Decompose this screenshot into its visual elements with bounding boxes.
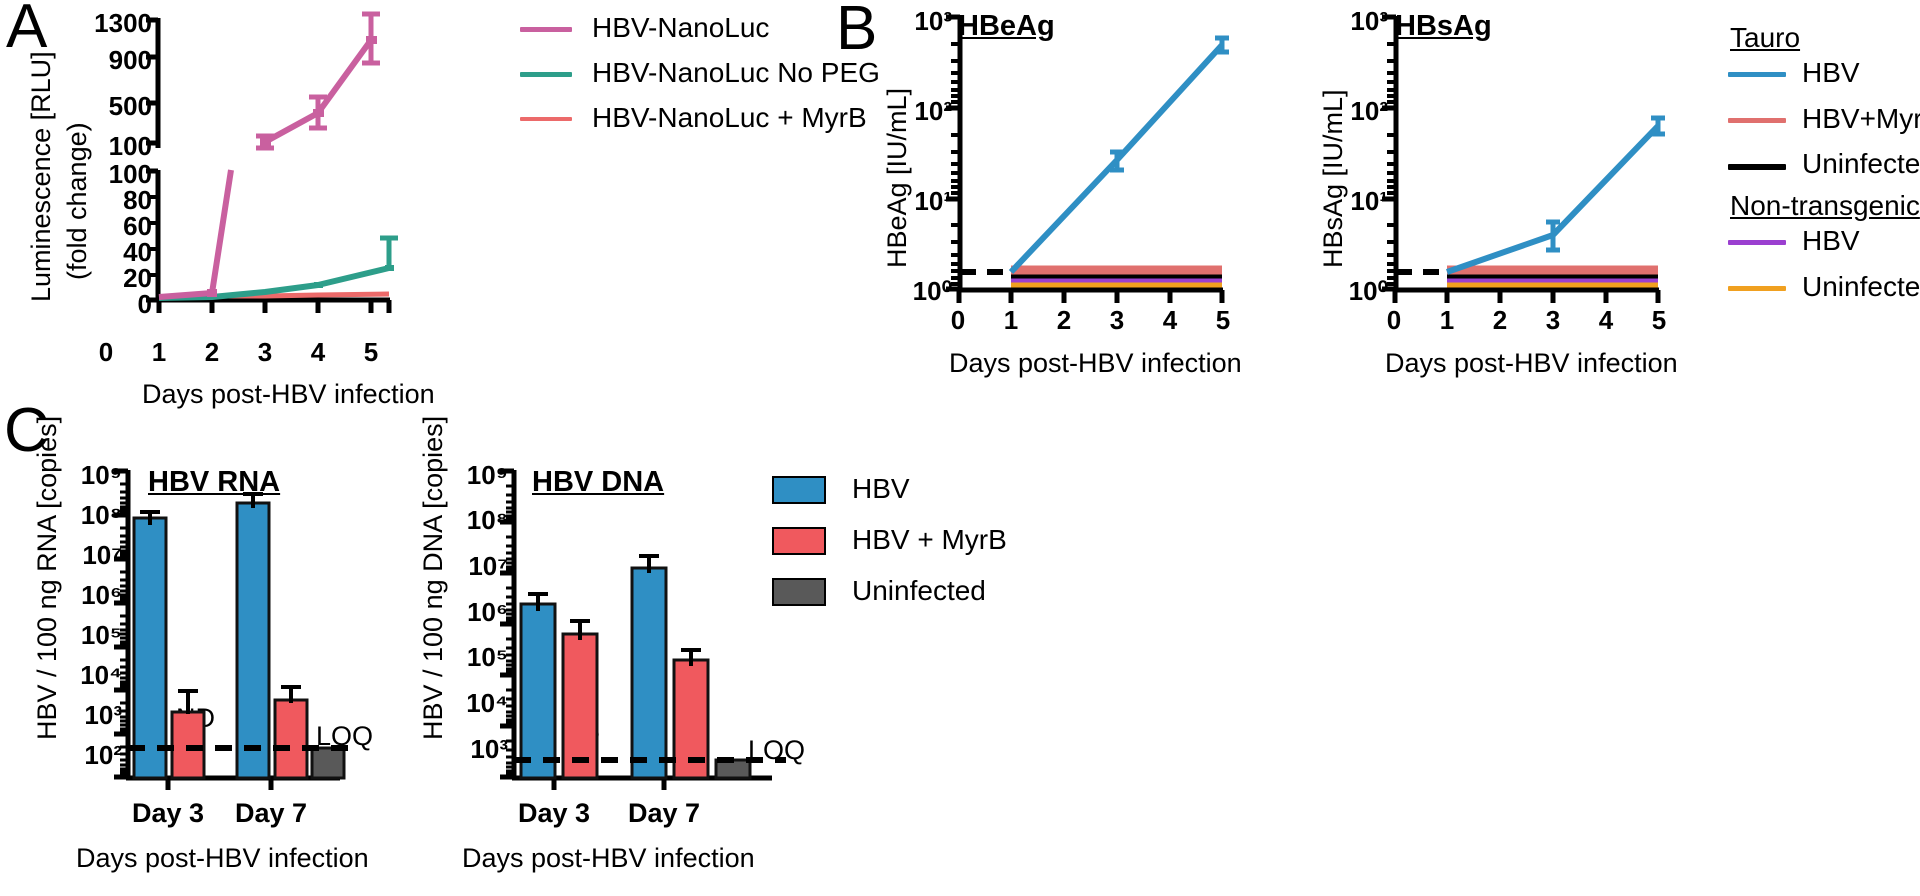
- panel-a-ytick-0: 0: [137, 289, 152, 319]
- panel-b-legend-label-nt-uninfected: Uninfected: [1802, 271, 1920, 302]
- panel-c-chart2-xtick-day3: Day 3: [517, 798, 591, 828]
- panel-b-legend-label-tauro-hbv-myrb: HBV+MyrB: [1802, 103, 1920, 134]
- panel-b-legend-group-tauro: Tauro: [1730, 22, 1801, 53]
- panel-a-ytick-100-lower: 100: [108, 159, 152, 189]
- panel-c-chart1-ytick-4: 10⁴: [80, 660, 122, 690]
- panel-c-legend-label-hbv-myrb: HBV + MyrB: [852, 524, 1007, 555]
- panel-b-chart1-xtick-5: 5: [1215, 305, 1231, 335]
- panel-a-legend-label-myrb: HBV-NanoLuc + MyrB: [592, 102, 867, 133]
- panel-b-chart2-ytick-3: 10³: [1350, 6, 1388, 36]
- panel-b-chart1-title: HBeAg: [958, 10, 1055, 42]
- panel-a-ytick-100-upper: 100: [108, 131, 152, 161]
- panel-b-legend-swatch-tauro-uninfected: [1728, 164, 1786, 170]
- panel-b-legend-swatch-nt-uninfected: [1728, 286, 1786, 291]
- panel-a-ytick-40: 40: [123, 237, 152, 267]
- panel-a-xtick-5: 5: [363, 337, 379, 367]
- panel-b-legend-swatch-tauro-hbv-myrb: [1728, 118, 1786, 123]
- panel-a-xtick-4: 4: [310, 337, 326, 367]
- panel-a-ytick-60: 60: [123, 211, 152, 241]
- panel-b-chart1-xtick-3: 3: [1109, 305, 1125, 335]
- panel-b-chart2-xtick-1: 1: [1439, 305, 1455, 335]
- panel-a-legend-label-nanoluc: HBV-NanoLuc: [592, 12, 770, 43]
- panel-c-legend-swatch-hbv: [772, 476, 826, 504]
- panel-b-legend-label-tauro-uninfected: Uninfected: [1802, 148, 1920, 179]
- panel-c-legend-label-uninfected: Uninfected: [852, 575, 986, 606]
- panel-c-chart2-ytick-5: 10⁵: [466, 642, 508, 672]
- panel-b-chart2-ytick-0: 10⁰: [1348, 276, 1388, 306]
- panel-c-chart1-ytick-3: 10³: [84, 700, 122, 730]
- panel-c-chart2-xlabel: Days post-HBV infection: [462, 843, 755, 873]
- panel-b-chart2-xlabel: Days post-HBV infection: [1385, 348, 1678, 378]
- panel-c-chart2-xtick-day7: Day 7: [627, 798, 701, 828]
- panel-b-legend-label-nt-hbv: HBV: [1802, 225, 1860, 256]
- panel-c-chart1-xtick-day3: Day 3: [131, 798, 205, 828]
- panel-b-legend-swatch-tauro-hbv: [1728, 72, 1786, 77]
- panel-b-chart1-xtick-0: 0: [950, 305, 966, 335]
- panel-b-chart1-ytick-3: 10³: [914, 6, 952, 36]
- panel-b-chart2-xtick-5: 5: [1651, 305, 1667, 335]
- panel-label-a: A: [6, 0, 48, 61]
- panel-c-chart1-ytick-7: 10⁷: [82, 540, 122, 570]
- panel-c-chart2-ytick-4: 10⁴: [466, 688, 508, 718]
- panel-b-chart1-ytick-0: 10⁰: [912, 276, 952, 306]
- panel-c-legend-swatch-hbv-myrb: [772, 527, 826, 555]
- panel-b-chart2-xtick-4: 4: [1598, 305, 1614, 335]
- panel-a-ytick-1300: 1300: [94, 8, 152, 38]
- panel-b-legend-group-nontransgenic: Non-transgenic: [1730, 190, 1920, 221]
- panel-b-legend-label-tauro-hbv: HBV: [1802, 57, 1860, 88]
- panel-a-legend-swatch-nanoluc: [520, 27, 572, 32]
- panel-a-xtick-2: 2: [204, 337, 220, 367]
- panel-b-chart2-ytick-2: 10²: [1350, 96, 1388, 126]
- panel-label-c: C: [4, 396, 49, 465]
- panel-a-legend-label-nopeg: HBV-NanoLuc No PEG: [592, 57, 880, 88]
- panel-b-chart2-ytick-1: 10¹: [1350, 186, 1388, 216]
- panel-a-xtick-3: 3: [257, 337, 273, 367]
- panel-c-chart1-xlabel: Days post-HBV infection: [76, 843, 369, 873]
- panel-c-chart2-title: HBV DNA: [532, 466, 665, 498]
- panel-b-chart1-ytick-1: 10¹: [914, 186, 952, 216]
- panel-c-legend-label-hbv: HBV: [852, 473, 910, 504]
- panel-b-chart1-xtick-1: 1: [1003, 305, 1019, 335]
- panel-a-xtick-1: 1: [151, 337, 167, 367]
- panel-c-chart1-ytick-9: 10⁹: [80, 460, 122, 490]
- panel-a-ytick-80: 80: [123, 185, 152, 215]
- panel-a-ytick-900: 900: [108, 45, 152, 75]
- panel-a-legend-swatch-nopeg: [520, 72, 572, 77]
- panel-a-ytick-500: 500: [108, 91, 152, 121]
- panel-b-chart1-xtick-4: 4: [1162, 305, 1178, 335]
- panel-c-chart2-ytick-3: 10³: [470, 734, 508, 764]
- panel-a-xlabel: Days post-HBV infection: [142, 379, 435, 409]
- panel-c-chart2-ytick-9: 10⁹: [466, 460, 508, 490]
- panel-c-chart2-ytick-7: 10⁷: [468, 551, 508, 581]
- panel-b-chart1-xtick-2: 2: [1056, 305, 1072, 335]
- panel-b-legend-swatch-nt-hbv: [1728, 240, 1786, 245]
- panel-b-chart2-xtick-3: 3: [1545, 305, 1561, 335]
- panel-b-chart1-xlabel: Days post-HBV infection: [949, 348, 1242, 378]
- panel-c-chart1-xtick-day7: Day 7: [234, 798, 308, 828]
- panel-b-chart2-xtick-2: 2: [1492, 305, 1508, 335]
- panel-a-ytick-20: 20: [123, 263, 152, 293]
- panel-b-chart2-xtick-0: 0: [1386, 305, 1402, 335]
- panel-b-chart2-title: HBsAg: [1395, 10, 1492, 42]
- panel-a-legend-swatch-myrb: [520, 117, 572, 121]
- panel-label-b: B: [836, 0, 878, 63]
- panel-a-xtick-0: 0: [98, 337, 114, 367]
- panel-b-chart1-ytick-2: 10²: [914, 96, 952, 126]
- panel-c-chart1-ytick-2: 10²: [84, 740, 122, 770]
- panel-c-legend-swatch-uninfected: [772, 578, 826, 606]
